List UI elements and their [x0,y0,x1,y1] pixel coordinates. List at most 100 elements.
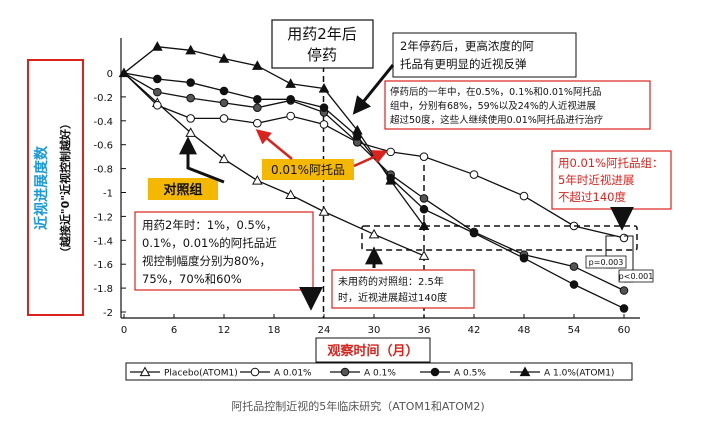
origin-point [118,67,130,78]
p-value-2: p<0.001 [619,272,654,281]
y-tick-label: -1.2 [93,212,113,223]
legend-label: A 0.01% [274,369,312,379]
data-point [219,114,229,123]
year-line3: 超过50度，这些人继续使用0.01%阿托品进行治疗 [390,114,604,126]
x-tick-label: 0 [121,325,127,336]
series-4 [123,41,430,231]
legend-marker [519,366,531,377]
stop-label-line2: 停药 [307,46,337,64]
stop-label-line1: 用药2年后 [287,25,357,43]
x-tick-label: 18 [268,325,281,336]
two-year-box: 用药2年时：1%，0.5%， 0.1%，0.01%的阿托品近 视控制幅度分别为8… [134,211,314,291]
y-axis-title: 近视进展度数 [33,145,50,230]
rebound-line1: 2年停药后，更高浓度的阿 [400,39,534,53]
x-axis-title-box: 观察时间（月） [315,337,431,363]
data-point [569,280,579,289]
plot-frame [120,38,640,319]
rebound-line2: 托品有更明显的近视反弹 [400,57,527,71]
year-line1: 停药后的一年中，在0.5%，0.1%和0.01%阿托品 [390,86,601,98]
data-point [319,103,329,112]
x-tick-label: 36 [418,325,431,336]
group-line3: 不超过140度 [558,190,626,204]
dose-label: 0.01%阿托品 [262,159,354,180]
series-0 [123,72,430,260]
y-ticks: 0 -0.2 -0.4 -0.6 -0.8 -1 -1.2 -1.4 -1.6 -1.8 -2 [93,69,126,319]
data-point [386,147,395,157]
legend: Placebo(ATOM1) A 0.01% A 0.1% A 0.5% A 1.0%(… [125,362,633,381]
data-point [419,152,429,161]
data-point [218,153,230,164]
data-point [285,189,297,199]
placebo-line1: 未用药的对照组：2.5年 [338,275,444,288]
data-point [186,114,195,123]
x-tick-label: 6 [171,325,177,336]
data-point [619,286,629,295]
y-tick-label: -0.8 [93,165,113,176]
series-line [123,72,625,239]
y-tick-label: -1 [103,189,113,200]
rebound-box: 2年停药后，更高浓度的阿 托品有更明显的近视反弹 [392,32,577,78]
dose-label-text: 0.01%阿托品 [271,163,345,177]
data-point [318,83,330,93]
data-point [253,94,262,104]
series-line [123,72,625,292]
data-point [185,127,197,137]
data-point [619,233,629,243]
x-tick-label: 54 [568,325,581,336]
data-point [251,175,263,185]
y-axis-label: 近视进展度数 （越接近"0"近视控制越好） [27,59,84,316]
placebo-line2: 时，近视进展超过140度 [338,291,447,304]
data-point [186,93,195,103]
data-point [151,41,163,51]
data-point [519,191,529,201]
data-point [418,250,430,260]
rebound-arrow [352,64,395,115]
x-tick-label: 48 [518,325,531,336]
legend-label: A 0.1% [364,369,396,379]
data-point [253,118,262,128]
x-tick-label: 30 [368,325,381,336]
data-point [419,204,429,214]
data-point [351,124,363,135]
y-tick-label: -1.8 [93,284,113,295]
twoyear-line4: 75%，70%和60% [142,272,242,286]
x-axis-title: 观察时间（月） [327,343,418,359]
legend-label: A 0.5% [454,369,486,379]
y-tick-label: -0.4 [93,117,113,128]
data-point [385,175,397,185]
data-point [286,94,295,104]
year-after-box: 停药后的一年中，在0.5%，0.1%和0.01%阿托品 组中，分别有68%，59… [384,80,651,130]
data-point [219,86,229,96]
data-point [469,228,479,238]
control-arrow [179,136,225,184]
twoyear-line2: 0.1%，0.01%的阿托品近 [142,236,277,250]
legend-label: Placebo(ATOM1) [164,369,238,379]
year-line2: 组中，分别有68%，59%以及24%的人近视进展 [390,100,596,112]
control-label-text: 对照组 [163,182,202,198]
series-line [123,72,625,310]
data-point [285,78,297,88]
highlight-dashed-box [361,225,638,251]
y-tick-label: -1.6 [93,260,113,271]
p-value-bracket: p=0.003 p<0.001 [585,235,654,283]
data-point [153,87,162,97]
data-point [186,78,195,87]
legend-marker [250,367,260,377]
x-ticks: 0 6 12 18 24 30 36 42 48 54 60 [121,314,631,336]
series-group [118,41,629,313]
placebo-box: 未用药的对照组：2.5年 时，近视进展超过140度 [331,269,475,309]
y-tick-label: -1.4 [93,236,113,247]
data-point [218,53,230,63]
data-point [419,194,429,203]
data-point [251,60,263,70]
legend-marker [139,366,151,377]
data-point [619,304,629,313]
x-tick-label: 60 [618,325,631,336]
y-tick-label: -2 [103,308,113,319]
dose-arrow-left [255,129,293,160]
x-tick-label: 24 [318,325,331,336]
stop-label-box: 用药2年后 停药 [271,19,374,69]
data-point [569,262,579,271]
data-point [153,100,162,110]
